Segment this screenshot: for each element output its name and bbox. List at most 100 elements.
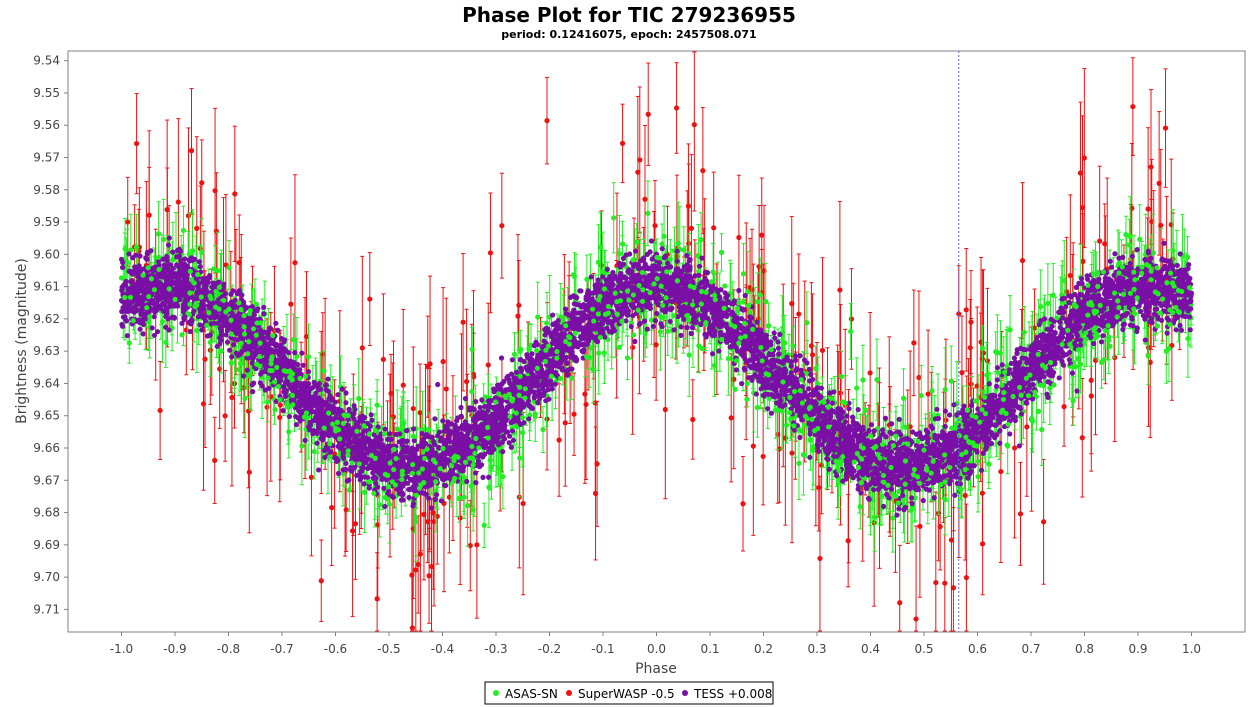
data-point [133,244,140,250]
data-point [1070,398,1076,404]
data-point [747,310,753,316]
data-point [754,404,761,411]
data-point [469,346,475,352]
data-point [744,380,750,386]
data-point [380,356,386,363]
data-point [779,408,785,414]
data-point [1029,415,1035,421]
data-point [1012,445,1018,451]
data-point [814,380,821,387]
data-point [760,453,766,460]
data-point [456,495,463,501]
data-point [1098,359,1105,366]
data-point [1061,278,1067,284]
data-point [1156,180,1162,186]
data-point [303,333,310,340]
data-point [718,249,725,255]
data-point [514,424,520,430]
data-point [950,585,956,591]
data-point [867,370,873,376]
data-point [916,374,922,381]
chart-title: Phase Plot for TIC 279236955 [462,3,796,27]
data-point [1039,427,1045,433]
data-point [470,507,476,513]
data-point [942,496,948,503]
data-point [652,223,658,229]
data-point [134,140,140,147]
data-point [728,415,734,421]
data-point [265,399,271,405]
data-point [511,351,518,357]
data-point [619,140,626,146]
data-point [759,232,765,238]
data-point [854,385,860,391]
data-point [194,327,200,334]
data-point [516,302,522,308]
data-point [457,515,463,521]
data-point [471,374,477,380]
data-point [754,299,761,305]
data-point [711,225,717,231]
data-point [495,465,501,471]
data-point [959,370,965,376]
data-point [367,296,373,302]
data-point [487,250,494,256]
data-point [329,504,335,511]
data-point [535,314,541,320]
data-point [783,422,790,428]
data-point [228,360,234,366]
data-point [1021,329,1027,335]
data-point [968,381,974,387]
data-point [410,405,416,412]
data-point [427,361,433,367]
data-point [1106,337,1112,343]
data-point [691,122,697,128]
data-point [426,573,432,579]
data-point [430,510,436,516]
data-point [226,265,232,271]
data-point [1148,164,1154,170]
data-point [673,105,680,111]
data-point [415,561,421,568]
data-point [1045,300,1051,307]
data-point [943,417,949,423]
data-point [979,490,985,496]
data-point [1137,236,1143,242]
data-point [624,355,631,361]
data-point [157,407,163,414]
data-point [897,600,903,606]
data-point [963,574,969,581]
data-point [1007,327,1013,333]
data-point [246,469,252,475]
data-point [288,301,294,307]
data-point [1088,393,1094,399]
data-point [790,343,796,349]
data-point [948,378,954,384]
data-point [1145,206,1151,212]
data-point [1024,424,1030,430]
data-point [913,616,919,622]
data-point [665,328,671,334]
data-point [900,395,907,401]
data-point [159,319,166,325]
data-point [332,451,338,457]
data-point [362,489,368,495]
data-point [817,555,823,562]
data-point [956,311,962,317]
data-point [467,542,473,549]
data-point [660,314,666,321]
data-point [653,342,659,348]
data-point [1097,238,1103,244]
data-point [860,377,866,383]
data-point [1162,125,1169,131]
data-point [222,413,228,419]
data-point [942,386,948,393]
data-point [838,374,845,380]
data-point [725,355,731,362]
data-point [417,410,423,416]
data-point [765,323,772,329]
data-point [188,148,195,154]
data-point [413,567,419,573]
data-point [700,168,706,174]
data-point [808,343,814,349]
